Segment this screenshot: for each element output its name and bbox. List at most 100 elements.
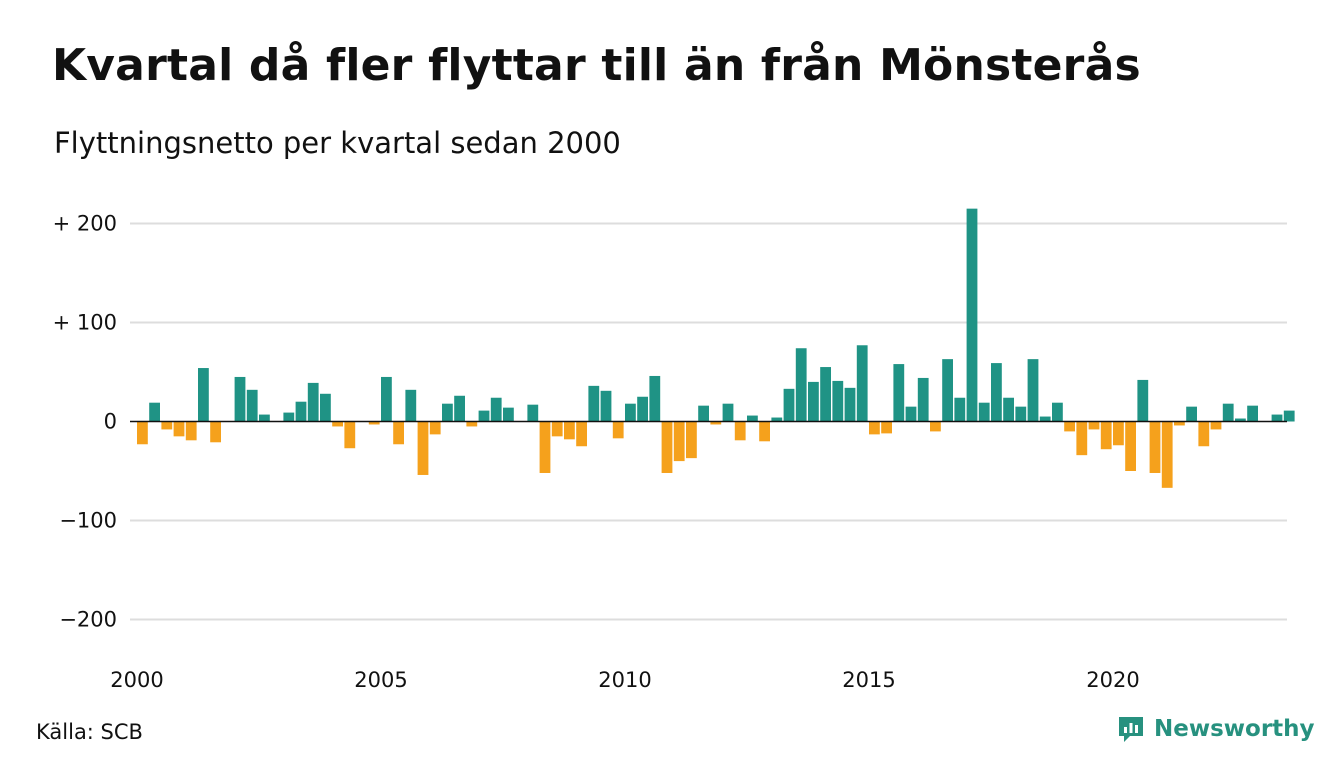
x-tick-label: 2010 — [598, 668, 651, 692]
bar-2015-q3 — [893, 364, 905, 422]
x-axis-ticks: 2000 2005 2010 2015 2020 — [110, 668, 1139, 692]
bar-2001-q2 — [198, 368, 209, 422]
bar-2015-q1 — [869, 421, 880, 435]
bar-2012-q4 — [759, 421, 770, 442]
bars — [137, 208, 1295, 488]
bar-2004-q1 — [332, 421, 343, 427]
bar-2019-q2 — [1076, 421, 1088, 456]
bar-2003-q3 — [307, 382, 319, 422]
bar-2020-q1 — [1113, 421, 1124, 446]
bar-2005-q4 — [417, 421, 429, 475]
chart-subtitle: Flyttningsnetto per kvartal sedan 2000 — [54, 126, 621, 160]
bar-2023-q2 — [1271, 414, 1283, 422]
bar-2008-q2 — [539, 421, 551, 473]
y-axis-ticks: + 200 + 100 0 −100 −200 — [53, 212, 117, 632]
x-tick-label: 2005 — [354, 668, 407, 692]
bar-2015-q2 — [881, 421, 892, 434]
y-tick-label: −200 — [59, 608, 117, 632]
bar-2021-q4 — [1198, 421, 1210, 447]
source-note: Källa: SCB — [36, 720, 143, 744]
x-tick-label: 2000 — [110, 668, 163, 692]
bar-2019-q3 — [1088, 421, 1100, 430]
bar-2002-q3 — [259, 414, 270, 422]
bar-2011-q1 — [673, 421, 685, 462]
bar-2006-q1 — [429, 421, 441, 435]
bar-2017-q2 — [978, 402, 990, 422]
y-tick-label: + 200 — [53, 212, 117, 236]
bar-2006-q2 — [442, 403, 453, 422]
bar-2016-q3 — [942, 359, 953, 422]
y-tick-label: 0 — [104, 410, 117, 434]
bar-2006-q4 — [466, 421, 478, 427]
bar-2021-q1 — [1161, 421, 1173, 488]
bar-2020-q2 — [1125, 421, 1136, 471]
bar-2018-q2 — [1027, 359, 1039, 422]
bar-2012-q3 — [747, 415, 758, 422]
bar-2010-q2 — [637, 396, 648, 422]
bar-2001-q1 — [185, 421, 197, 441]
bar-2017-q3 — [991, 363, 1002, 422]
bar-2017-q1 — [966, 208, 978, 422]
bar-2014-q1 — [820, 367, 831, 422]
bar-2016-q2 — [930, 421, 941, 432]
bar-2018-q4 — [1052, 402, 1063, 422]
bar-2013-q2 — [783, 388, 795, 422]
bar-2020-q4 — [1149, 421, 1161, 473]
bar-2007-q2 — [490, 397, 502, 422]
bar-2009-q2 — [588, 385, 600, 422]
bar-2006-q3 — [454, 395, 465, 422]
bar-2013-q4 — [808, 381, 819, 422]
bar-2008-q1 — [527, 404, 539, 422]
bar-2012-q1 — [722, 403, 734, 422]
x-tick-label: 2015 — [842, 668, 895, 692]
gridlines — [130, 222, 1287, 621]
bar-2002-q1 — [234, 376, 246, 422]
bar-2000-q1 — [137, 421, 148, 445]
bar-2010-q3 — [649, 375, 661, 422]
bar-2005-q3 — [405, 389, 417, 422]
bar-2013-q1 — [771, 417, 783, 422]
bar-2021-q3 — [1186, 406, 1197, 422]
bar-2022-q3 — [1235, 418, 1246, 422]
brand-name: Newsworthy — [1154, 716, 1315, 742]
bar-2017-q4 — [1003, 397, 1014, 422]
bar-2002-q2 — [246, 389, 258, 422]
bar-2010-q1 — [625, 403, 636, 422]
bar-2007-q1 — [478, 410, 490, 422]
bar-2015-q4 — [905, 406, 917, 422]
bar-2021-q2 — [1174, 421, 1185, 426]
bar-2014-q2 — [832, 380, 844, 422]
bar-2003-q4 — [320, 393, 331, 422]
bar-2008-q3 — [551, 421, 563, 437]
newsworthy-logo-icon — [1119, 717, 1143, 742]
bar-2003-q1 — [283, 412, 295, 422]
bar-2004-q4 — [368, 421, 380, 425]
bar-2018-q3 — [1039, 416, 1051, 422]
bar-2010-q4 — [661, 421, 673, 473]
bar-2011-q4 — [710, 421, 722, 425]
chart-title: Kvartal då fler flyttar till än från Mön… — [52, 40, 1141, 91]
bar-2008-q4 — [564, 421, 575, 440]
bar-2020-q3 — [1137, 379, 1149, 422]
x-tick-label: 2020 — [1086, 668, 1139, 692]
bar-2019-q4 — [1100, 421, 1112, 450]
bar-2016-q4 — [954, 397, 966, 422]
bar-2013-q3 — [795, 348, 807, 422]
brand-logo: Newsworthy — [1116, 714, 1315, 744]
bar-2011-q2 — [686, 421, 697, 459]
bar-2000-q4 — [173, 421, 185, 437]
bar-2022-q1 — [1210, 421, 1222, 430]
bar-2018-q1 — [1015, 406, 1027, 422]
bar-2005-q1 — [381, 376, 392, 422]
bar-2023-q3 — [1283, 410, 1295, 422]
bar-2003-q2 — [295, 401, 307, 422]
bar-chart: + 200 + 100 0 −100 −200 2000 2005 2010 2015 2020 — [53, 208, 1295, 692]
bar-2012-q2 — [734, 421, 746, 441]
bar-2005-q2 — [393, 421, 404, 445]
bar-2007-q3 — [503, 407, 514, 422]
bar-2014-q3 — [844, 387, 856, 422]
bar-2000-q2 — [149, 402, 160, 422]
bar-2009-q3 — [600, 390, 612, 422]
bar-2001-q3 — [210, 421, 221, 443]
y-tick-label: −100 — [59, 509, 117, 533]
